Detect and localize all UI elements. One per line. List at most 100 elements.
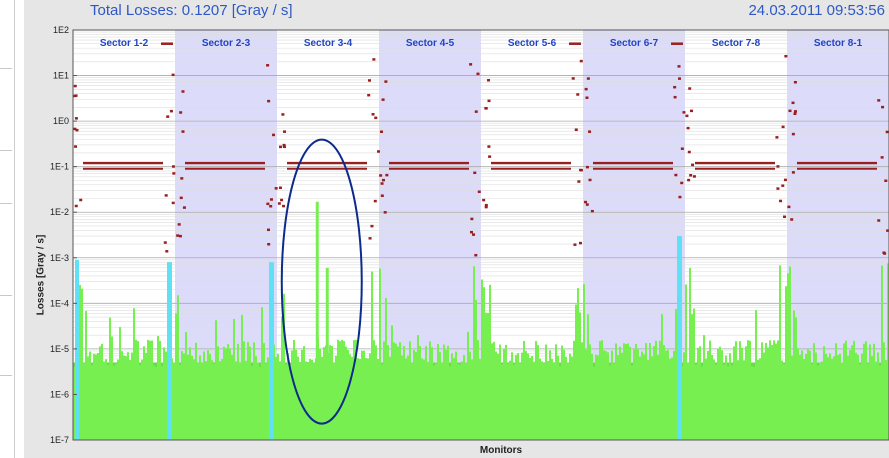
threshold-marker bbox=[267, 229, 270, 232]
loss-bar bbox=[231, 355, 233, 440]
loss-bar bbox=[173, 363, 175, 440]
threshold-marker bbox=[282, 205, 285, 208]
loss-bar bbox=[337, 340, 339, 440]
loss-bar bbox=[505, 345, 507, 440]
loss-bar bbox=[745, 346, 747, 440]
loss-bar bbox=[435, 364, 437, 440]
threshold-marker bbox=[280, 199, 283, 202]
loss-bar bbox=[495, 352, 497, 440]
threshold-marker bbox=[370, 225, 373, 228]
loss-bar bbox=[467, 332, 469, 440]
loss-bar bbox=[371, 272, 373, 440]
loss-bar bbox=[341, 340, 343, 440]
loss-bar bbox=[447, 346, 449, 440]
threshold-marker bbox=[470, 231, 473, 234]
loss-bar bbox=[395, 344, 397, 440]
threshold-marker bbox=[485, 107, 488, 110]
threshold-marker bbox=[776, 187, 779, 190]
threshold-marker bbox=[269, 205, 272, 208]
threshold-marker bbox=[577, 180, 580, 183]
loss-bar bbox=[867, 364, 869, 440]
loss-bar bbox=[103, 362, 105, 440]
loss-bar bbox=[803, 359, 805, 440]
loss-bar bbox=[387, 345, 389, 440]
loss-bar bbox=[707, 351, 709, 440]
loss-bar bbox=[201, 363, 203, 440]
threshold-marker bbox=[382, 179, 385, 182]
threshold-marker bbox=[688, 151, 691, 154]
loss-bar bbox=[857, 355, 859, 440]
loss-bar bbox=[507, 364, 509, 440]
threshold-marker bbox=[470, 218, 473, 221]
threshold-marker bbox=[792, 102, 795, 105]
cyan-monitor-bar bbox=[269, 262, 274, 440]
loss-bar bbox=[105, 359, 107, 440]
left-panel-edge bbox=[0, 0, 15, 458]
threshold-marker bbox=[165, 250, 168, 253]
threshold-marker bbox=[482, 199, 485, 202]
loss-bar bbox=[837, 355, 839, 440]
loss-bar bbox=[883, 342, 885, 440]
loss-bar bbox=[717, 348, 719, 440]
loss-bar bbox=[705, 359, 707, 440]
loss-bar bbox=[671, 358, 673, 440]
loss-bar bbox=[549, 350, 551, 440]
loss-bar bbox=[513, 365, 515, 440]
threshold-marker bbox=[165, 194, 168, 197]
loss-bar bbox=[153, 366, 155, 440]
loss-bar bbox=[865, 341, 867, 440]
loss-bar bbox=[735, 341, 737, 440]
loss-bar bbox=[535, 341, 537, 440]
threshold-marker bbox=[382, 98, 385, 101]
loss-bar bbox=[293, 340, 295, 440]
loss-bar bbox=[659, 341, 661, 440]
threshold-marker bbox=[379, 174, 382, 177]
loss-bar bbox=[811, 364, 813, 440]
loss-bar bbox=[701, 367, 703, 440]
loss-bar bbox=[477, 340, 479, 440]
threshold-marker bbox=[673, 86, 676, 89]
threshold-marker bbox=[166, 115, 169, 118]
loss-bar bbox=[259, 367, 261, 440]
loss-bar bbox=[343, 341, 345, 440]
loss-bar bbox=[161, 366, 163, 440]
loss-bar bbox=[669, 359, 671, 440]
loss-bar bbox=[451, 353, 453, 440]
loss-bar bbox=[127, 352, 129, 440]
loss-bar bbox=[521, 353, 523, 440]
loss-bar bbox=[221, 359, 223, 440]
loss-bar bbox=[729, 353, 731, 440]
loss-bar bbox=[585, 350, 587, 440]
loss-bar bbox=[307, 362, 309, 440]
loss-bar bbox=[861, 354, 863, 440]
loss-bar bbox=[623, 343, 625, 440]
threshold-marker bbox=[580, 60, 583, 63]
loss-bar bbox=[237, 344, 239, 440]
loss-bar bbox=[825, 354, 827, 440]
loss-bar bbox=[115, 364, 117, 440]
loss-bar bbox=[275, 357, 277, 440]
loss-bar bbox=[157, 336, 159, 440]
loss-bar bbox=[737, 360, 739, 440]
loss-bar bbox=[755, 310, 757, 440]
loss-bar bbox=[747, 340, 749, 440]
threshold-marker bbox=[75, 129, 78, 132]
loss-bar bbox=[429, 341, 431, 440]
loss-bar bbox=[793, 310, 795, 440]
loss-bar bbox=[219, 361, 221, 440]
loss-bar bbox=[531, 356, 533, 440]
loss-bar bbox=[359, 359, 361, 440]
x-axis-label: Monitors bbox=[480, 445, 522, 456]
loss-bar bbox=[373, 340, 375, 440]
threshold-marker bbox=[794, 110, 797, 113]
loss-bar bbox=[213, 364, 215, 440]
threshold-marker bbox=[587, 77, 590, 80]
threshold-marker bbox=[784, 179, 787, 182]
loss-bar bbox=[331, 346, 333, 440]
loss-bar bbox=[575, 305, 577, 440]
threshold-marker bbox=[180, 197, 183, 200]
loss-bar bbox=[475, 300, 477, 440]
threshold-marker bbox=[685, 115, 688, 118]
threshold-marker bbox=[474, 254, 477, 257]
loss-bar bbox=[633, 349, 635, 440]
